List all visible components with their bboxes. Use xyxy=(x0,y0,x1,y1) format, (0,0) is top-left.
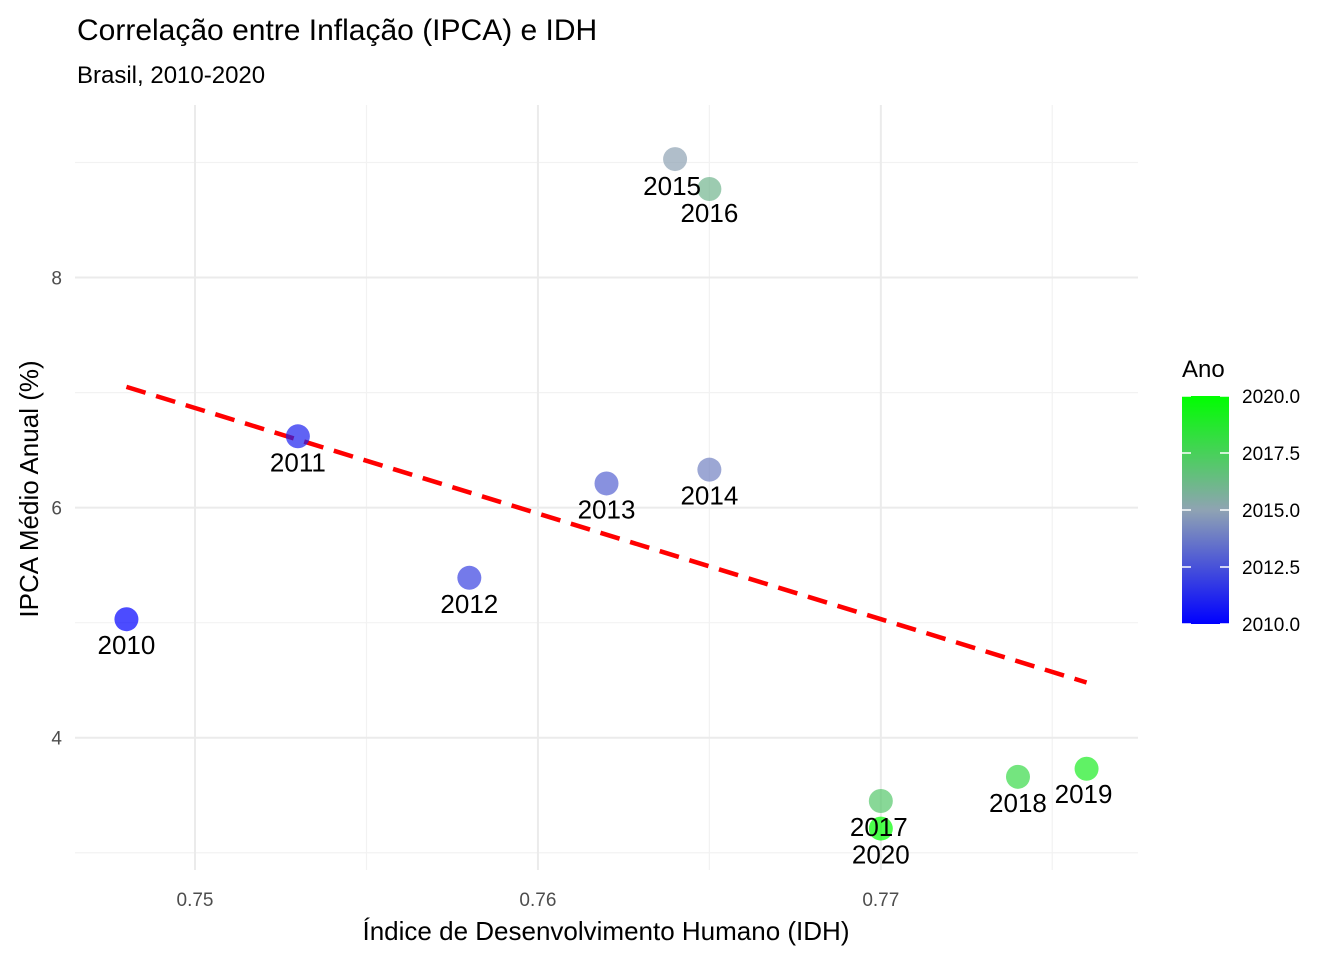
major-gridlines xyxy=(75,105,1138,870)
y-tick-label: 4 xyxy=(51,729,62,750)
point-label-2013: 2013 xyxy=(578,494,636,524)
data-point-2015 xyxy=(663,147,688,172)
data-point-2018 xyxy=(1005,764,1030,789)
point-label-2014: 2014 xyxy=(680,481,738,511)
legend-tick-label: 2012.5 xyxy=(1242,558,1300,579)
color-legend: Ano 2010.0 2012.5 2015.0 2017.5 2020.0 xyxy=(1182,356,1300,636)
x-axis-ticks: 0.75 0.76 0.77 xyxy=(177,890,900,911)
y-axis-ticks: 4 6 8 xyxy=(51,269,62,750)
legend-tick-label: 2017.5 xyxy=(1242,444,1300,465)
x-axis-title: Índice de Desenvolvimento Humano (IDH) xyxy=(363,916,850,946)
y-tick-label: 8 xyxy=(51,269,62,290)
y-tick-label: 6 xyxy=(51,499,62,520)
minor-gridlines xyxy=(75,105,1138,870)
point-label-2016: 2016 xyxy=(680,198,738,228)
trend-line-group xyxy=(125,384,1088,685)
x-tick-label: 0.77 xyxy=(862,890,899,911)
y-axis-title: IPCA Médio Anual (%) xyxy=(14,360,44,617)
point-label-2020: 2020 xyxy=(852,840,910,870)
data-point-2014 xyxy=(697,457,722,482)
data-point-2016 xyxy=(697,176,722,201)
point-label-2012: 2012 xyxy=(440,589,498,619)
data-point-2020 xyxy=(868,816,893,841)
chart-title: Correlação entre Inflação (IPCA) e IDH xyxy=(77,14,597,47)
data-point-2012 xyxy=(457,565,482,590)
data-point-2010 xyxy=(114,607,139,632)
x-tick-label: 0.75 xyxy=(177,890,214,911)
data-point-2011 xyxy=(285,424,310,449)
point-label-2017: 2017 xyxy=(850,812,908,842)
x-tick-label: 0.76 xyxy=(519,890,556,911)
chart-subtitle: Brasil, 2010-2020 xyxy=(77,62,265,89)
data-point-2019 xyxy=(1074,756,1099,781)
legend-title: Ano xyxy=(1182,356,1225,383)
data-point-2013 xyxy=(594,471,619,496)
data-points xyxy=(114,147,1099,841)
data-point-2017 xyxy=(868,788,893,813)
point-label-2019: 2019 xyxy=(1055,779,1113,809)
point-label-2015: 2015 xyxy=(643,171,701,201)
legend-tick-label: 2015.0 xyxy=(1242,501,1300,522)
legend-tick-label: 2020.0 xyxy=(1242,387,1300,408)
trend-line xyxy=(125,384,1088,685)
legend-tick-label: 2010.0 xyxy=(1242,615,1300,636)
point-label-2010: 2010 xyxy=(98,630,156,660)
point-label-2018: 2018 xyxy=(989,788,1047,818)
point-label-2011: 2011 xyxy=(270,447,326,477)
legend-ticks: 2010.0 2012.5 2015.0 2017.5 2020.0 xyxy=(1182,387,1300,636)
